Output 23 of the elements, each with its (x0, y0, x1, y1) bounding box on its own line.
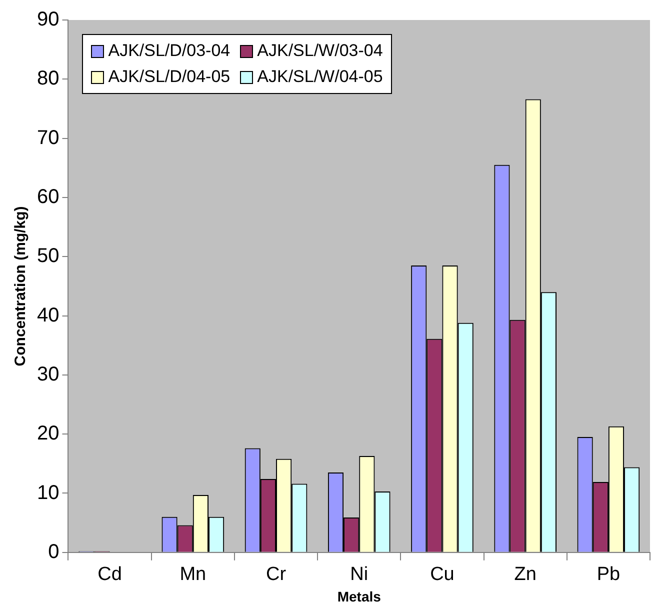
legend-label: AJK/SL/W/04-05 (257, 67, 383, 87)
x-tick-label: Cd (98, 564, 122, 586)
y-tick-label: 0 (48, 540, 60, 563)
x-axis-title: Metals (337, 588, 382, 604)
x-tick-label: Ni (350, 564, 368, 586)
x-tick-label: Zn (514, 564, 536, 586)
legend-label: AJK/SL/W/03-04 (257, 41, 383, 61)
y-tick-label: 90 (36, 8, 60, 31)
x-tick-label: Pb (596, 564, 620, 586)
y-tick-label: 70 (36, 126, 60, 149)
legend-label: AJK/SL/D/03-04 (108, 41, 230, 61)
y-tick-label: 30 (36, 363, 60, 386)
y-axis-title: Concentration (mg/kg) (12, 206, 30, 366)
y-tick-label: 80 (36, 68, 60, 90)
y-tick-label: 60 (36, 186, 60, 208)
x-tick-label: Cu (430, 564, 454, 586)
y-tick-label: 10 (36, 482, 60, 504)
y-tick-label: 40 (36, 304, 60, 326)
x-tick-label: Cr (266, 564, 287, 586)
y-tick-label: 20 (36, 422, 60, 445)
x-tick-label: Mn (180, 564, 206, 586)
y-tick-label: 50 (36, 245, 60, 268)
legend-label: AJK/SL/D/04-05 (108, 67, 230, 87)
